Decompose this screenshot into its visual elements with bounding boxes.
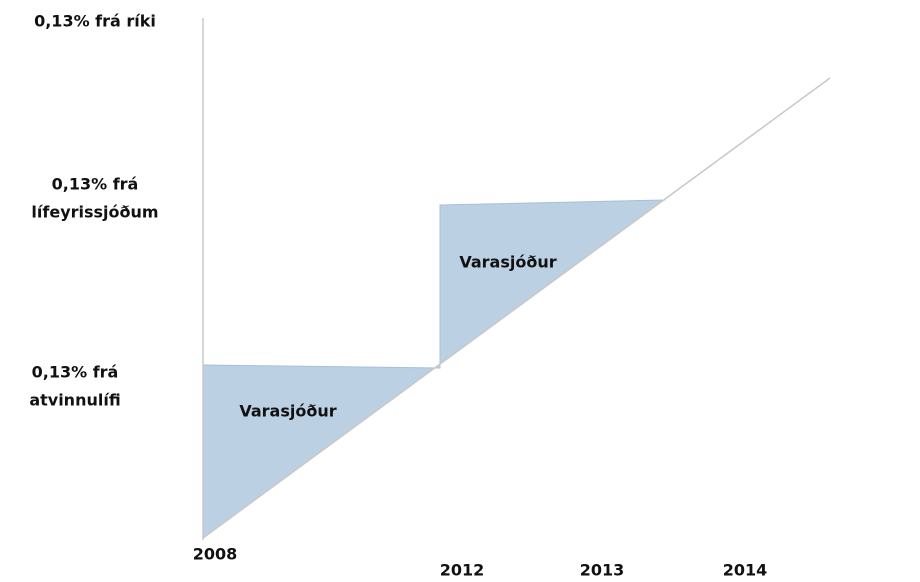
x-label: 2008 <box>193 545 238 564</box>
y-label: 0,13% frá ríki <box>34 12 156 31</box>
y-label: lífeyrissjóðum <box>31 203 158 222</box>
region-label: Varasjóður <box>459 253 556 272</box>
x-label: 2012 <box>440 561 485 580</box>
y-label: 0,13% frá <box>32 363 119 382</box>
x-label: 2014 <box>723 561 768 580</box>
y-label: 0,13% frá <box>52 175 139 194</box>
region-label: Varasjóður <box>239 402 336 421</box>
y-label: atvinnulífi <box>29 391 120 410</box>
x-label: 2013 <box>580 561 625 580</box>
diagonal-line <box>202 77 831 539</box>
